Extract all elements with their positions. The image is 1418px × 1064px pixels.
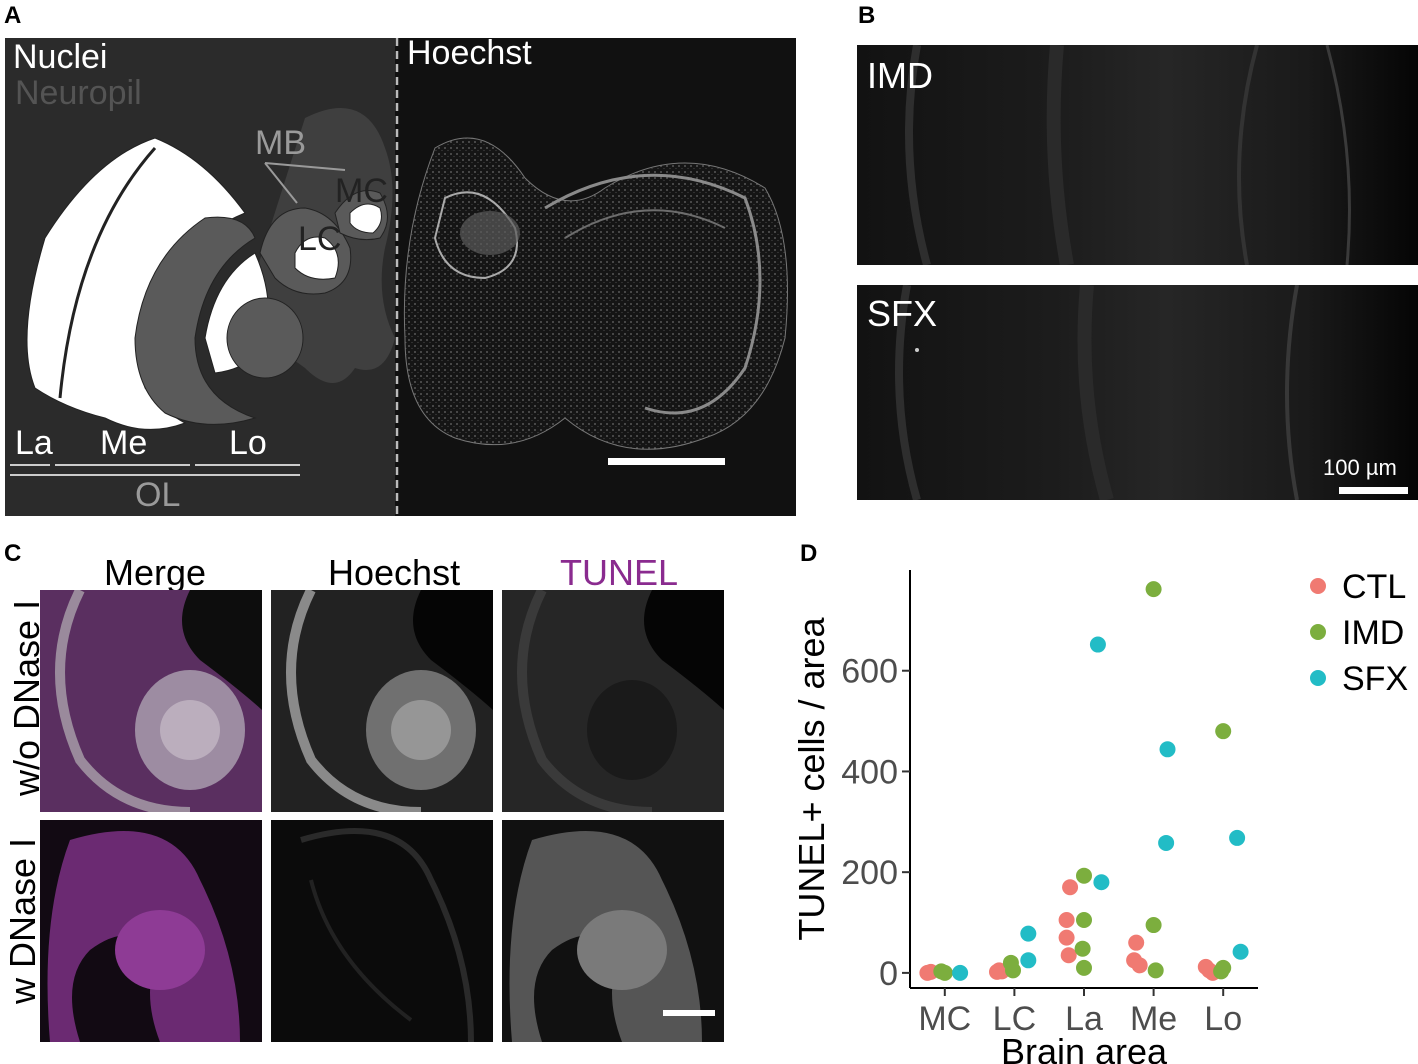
legend-nuclei: Nuclei — [13, 38, 108, 76]
panel-b-letter: B — [858, 2, 876, 29]
data-point-imd — [1074, 940, 1091, 957]
image-hoechst-without-dnase — [271, 590, 493, 812]
y-tick-label: 400 — [841, 753, 898, 791]
region-label-ol: OL — [135, 476, 181, 514]
data-point-imd — [1076, 912, 1092, 929]
data-point-ctl — [991, 962, 1008, 979]
data-point-ctl — [1060, 947, 1077, 964]
region-label-mc: MC — [335, 172, 388, 210]
y-axis-title: TUNEL+ cells / area — [791, 616, 832, 940]
panel-a-letter: A — [4, 2, 22, 29]
panel-b-bottom-image: SFX 100 µm — [857, 285, 1418, 500]
image-merge-without-dnase — [40, 590, 262, 812]
x-axis-title: Brain area — [1001, 1031, 1168, 1064]
data-point-imd — [1215, 723, 1232, 740]
legend-key-imd — [1310, 624, 1326, 640]
y-tick-label: 200 — [841, 854, 898, 892]
legend-key-ctl — [1310, 578, 1326, 594]
data-point-sfx — [1159, 741, 1176, 758]
panel-b-label-sfx: SFX — [867, 293, 938, 334]
data-point-ctl — [1131, 957, 1148, 974]
data-point-sfx — [952, 964, 969, 981]
x-tick-label: MC — [918, 1000, 971, 1038]
row-label-with-dnase: w DNase I — [2, 837, 43, 1005]
col-header-tunel: TUNEL — [560, 552, 679, 593]
region-label-mb: MB — [255, 124, 306, 162]
image-tunel-without-dnase — [502, 590, 724, 812]
data-point-ctl — [1058, 912, 1075, 929]
panel-b-top-image: IMD — [857, 45, 1418, 265]
region-label-me: Me — [100, 424, 148, 462]
legend-label-ctl: CTL — [1342, 568, 1406, 606]
panel-c-scale-bar — [663, 1010, 715, 1016]
region-label-lc: LC — [298, 220, 342, 258]
col-header-merge: Merge — [104, 552, 207, 593]
data-point-imd — [1213, 963, 1230, 980]
data-point-imd — [1147, 962, 1164, 979]
panel-d-letter: D — [800, 540, 818, 567]
data-point-sfx — [1229, 829, 1246, 846]
stain-label-hoechst: Hoechst — [407, 34, 532, 72]
region-label-lo: Lo — [229, 424, 267, 462]
legend-key-sfx — [1310, 670, 1326, 686]
brain-schematic — [10, 38, 796, 516]
panel-b-scale-bar — [1339, 487, 1408, 494]
data-point-ctl — [1128, 934, 1145, 951]
data-point-imd — [1145, 917, 1162, 934]
data-point-sfx — [1020, 925, 1037, 942]
image-tunel-with-dnase — [502, 820, 724, 1042]
legend-label-imd: IMD — [1342, 614, 1404, 652]
col-header-hoechst: Hoechst — [328, 552, 461, 593]
panel-a-image: Nuclei Neuropil Hoechst MB MC LC La Me L… — [5, 34, 796, 516]
x-tick-label: LC — [993, 1000, 1036, 1038]
region-label-la: La — [15, 424, 53, 462]
data-point-imd — [1076, 867, 1092, 884]
data-point-sfx — [1093, 874, 1110, 891]
image-merge-with-dnase — [40, 820, 262, 1042]
y-tick-label: 600 — [841, 653, 898, 691]
panel-c-letter: C — [4, 540, 22, 567]
data-point-ctl — [1058, 929, 1075, 946]
data-point-imd — [1076, 959, 1092, 976]
data-point-ctl — [1062, 879, 1079, 896]
legend-label-sfx: SFX — [1342, 660, 1408, 698]
data-point-sfx — [1020, 952, 1037, 969]
data-point-imd — [1145, 581, 1162, 598]
y-tick-label: 0 — [879, 955, 898, 993]
data-point-sfx — [1089, 636, 1106, 653]
data-point-sfx — [1158, 834, 1175, 851]
panel-a-scale-bar — [608, 458, 725, 465]
data-point-sfx — [1232, 943, 1249, 960]
scatter-chart: 0 200 400 600 MC LC La Me Lo Brain area TUNEL+ cel… — [791, 568, 1408, 1064]
legend-neuropil: Neuropil — [15, 74, 142, 112]
panel-b-label-imd: IMD — [867, 55, 933, 96]
x-tick-label: Me — [1130, 1000, 1177, 1038]
data-point-imd — [936, 964, 953, 981]
data-point-imd — [1005, 962, 1022, 979]
panel-b-scale-text: 100 µm — [1323, 455, 1397, 480]
x-tick-label: Lo — [1204, 1000, 1242, 1038]
image-hoechst-with-dnase — [271, 820, 493, 1042]
x-tick-label: La — [1065, 1000, 1103, 1038]
